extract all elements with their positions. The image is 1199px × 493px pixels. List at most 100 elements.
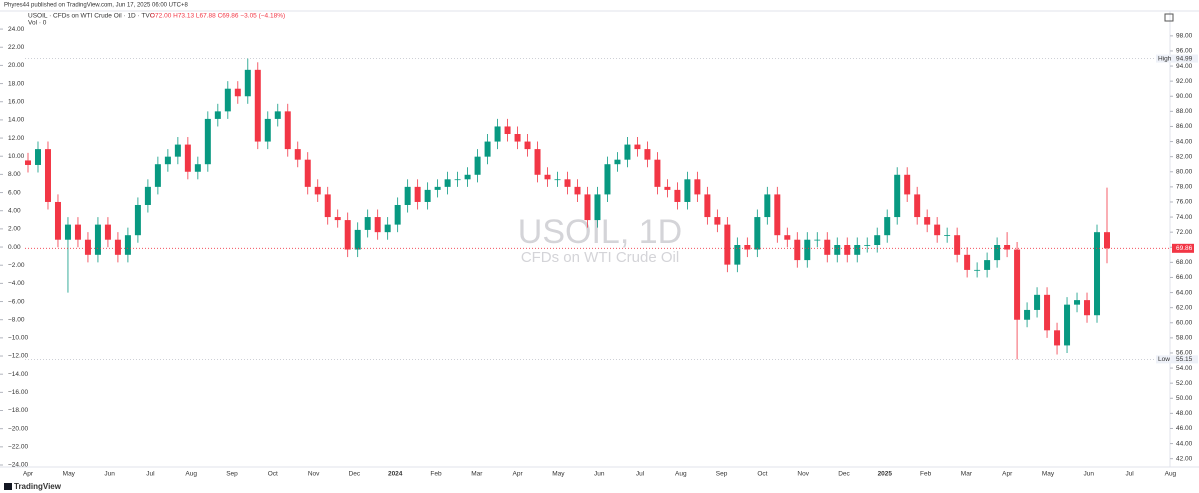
candle-body <box>784 235 791 240</box>
x-tick-label: 2024 <box>388 471 403 478</box>
y-tick-label: 86.00 <box>1176 123 1193 130</box>
candle-body <box>94 224 101 255</box>
brand-logo <box>4 483 12 490</box>
y2-tick-label: 18.00 <box>8 80 25 87</box>
y2-tick-label: −18.00 <box>8 407 28 414</box>
y-tick-label: 78.00 <box>1176 184 1193 191</box>
candle-body <box>1034 294 1041 310</box>
y2-tick-label: 14.00 <box>8 117 25 124</box>
y-tick-label: 64.00 <box>1176 289 1193 296</box>
legend-ohlc: O72.00 H73.13 L67.88 C69.86 −3.05 (−4.18… <box>150 13 285 20</box>
x-tick-label: Aug <box>185 471 197 478</box>
y-tick-label: 76.00 <box>1176 199 1193 206</box>
x-tick-label: Apr <box>1002 471 1013 478</box>
candle-body <box>344 220 351 250</box>
candle-body <box>204 118 211 165</box>
candle-body <box>974 269 981 271</box>
y-tick-label: 90.00 <box>1176 93 1193 100</box>
y2-tick-label: −8.00 <box>8 316 25 323</box>
y-tick-label: 60.00 <box>1176 319 1193 326</box>
candle-body <box>834 245 841 255</box>
candle-body <box>434 186 441 190</box>
candle-body <box>574 186 581 195</box>
legend-symbol: USOIL · CFDs on WTI Crude Oil · 1D · TVC <box>28 13 155 20</box>
marker-value: 55.15 <box>1176 356 1193 363</box>
y2-tick-label: 20.00 <box>8 62 25 69</box>
candle-body <box>964 254 971 270</box>
y-tick-label: 54.00 <box>1176 365 1193 372</box>
x-tick-label: Nov <box>308 471 320 478</box>
last-price-label: 69.86 <box>1176 245 1193 252</box>
y2-tick-label: −12.00 <box>8 353 28 360</box>
x-tick-label: Jun <box>1084 471 1095 478</box>
candle-body <box>564 179 571 187</box>
y-tick-label: 80.00 <box>1176 168 1193 175</box>
candle-body <box>444 179 451 187</box>
candle-body <box>824 239 831 255</box>
candle-body <box>374 217 381 233</box>
candle-body <box>404 186 411 205</box>
y-tick-label: 74.00 <box>1176 214 1193 221</box>
candle-body <box>1094 232 1101 316</box>
y2-tick-label: 6.00 <box>8 189 21 196</box>
candle-body <box>384 224 391 233</box>
candle-body <box>984 260 991 270</box>
candle-body <box>644 149 651 160</box>
candle-body <box>314 186 321 195</box>
candle-body <box>744 245 751 250</box>
marker-label: Low <box>1158 356 1170 363</box>
candle-body <box>54 201 61 240</box>
candle-body <box>494 126 501 142</box>
candle-body <box>754 217 761 250</box>
candle-body <box>914 194 921 218</box>
legend-volume: Vol · 0 <box>28 20 47 27</box>
marker-tag <box>1156 355 1198 364</box>
y-tick-label: 48.00 <box>1176 410 1193 417</box>
y2-tick-label: 0.00 <box>8 244 21 251</box>
candle-body <box>1024 309 1031 320</box>
candle-body <box>74 224 81 240</box>
y-tick-label: 88.00 <box>1176 108 1193 115</box>
candle-body <box>124 235 131 255</box>
candle-body <box>34 149 41 165</box>
x-tick-label: Oct <box>268 471 278 478</box>
y2-tick-label: 12.00 <box>8 135 25 142</box>
x-tick-label: Feb <box>920 471 932 478</box>
candle-body <box>324 194 331 218</box>
candle-body <box>674 189 681 202</box>
fullscreen-icon[interactable] <box>1164 13 1174 22</box>
y-tick-label: 66.00 <box>1176 274 1193 281</box>
published: Phyres44 published on TradingView.com, J… <box>4 3 189 9</box>
candle-body <box>614 159 621 165</box>
candle-body <box>154 164 161 187</box>
candle-body <box>514 134 521 142</box>
candle-body <box>194 164 201 172</box>
y-tick-label: 94.00 <box>1176 63 1193 70</box>
candle-body <box>684 179 691 202</box>
candle-body <box>634 144 641 150</box>
candle-body <box>454 179 461 181</box>
candle-body <box>244 69 251 97</box>
y-tick-label: 50.00 <box>1176 395 1193 402</box>
y2-tick-label: 2.00 <box>8 226 21 233</box>
x-tick-label: Dec <box>838 471 850 478</box>
y2-tick-label: −2.00 <box>8 262 25 269</box>
candle-body <box>144 186 151 205</box>
x-tick-label: Jul <box>146 471 155 478</box>
y-tick-label: 42.00 <box>1176 455 1193 462</box>
x-tick-label: Oct <box>757 471 767 478</box>
y2-tick-label: −24.00 <box>8 462 28 469</box>
y2-tick-label: 22.00 <box>8 44 25 51</box>
x-tick-label: May <box>552 471 565 478</box>
x-tick-label: Feb <box>430 471 442 478</box>
watermark-description: CFDs on WTI Crude Oil <box>521 249 679 266</box>
candle-body <box>254 69 261 142</box>
candle-body <box>274 111 281 119</box>
candle-body <box>394 204 401 225</box>
candle-body <box>504 126 511 135</box>
candle-body <box>524 141 531 150</box>
candle-body <box>174 144 181 157</box>
candle-body <box>884 217 891 236</box>
x-tick-label: Nov <box>797 471 809 478</box>
x-tick-label: Apr <box>513 471 524 478</box>
